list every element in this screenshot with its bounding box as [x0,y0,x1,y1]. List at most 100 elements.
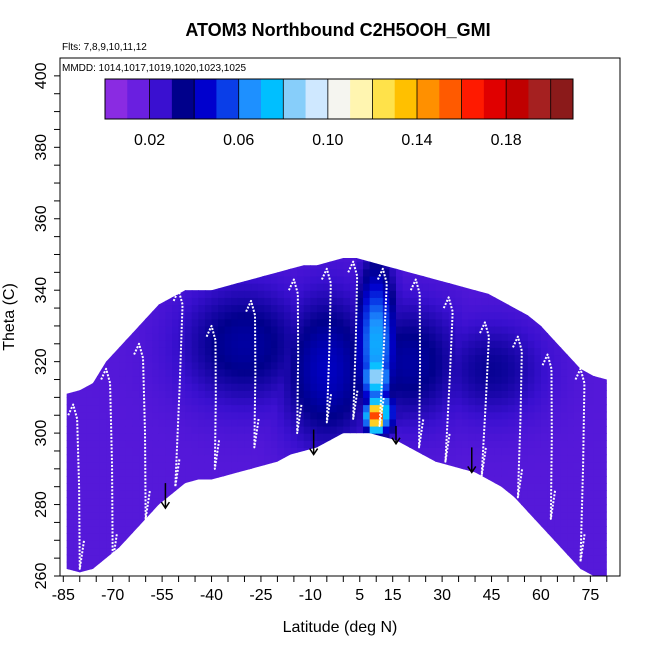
field-cell [66,561,74,570]
field-cell [521,518,529,527]
field-cell [514,497,522,506]
field-cell [376,518,384,527]
field-cell [224,311,232,320]
field-cell [547,283,555,291]
field-cell [284,454,292,463]
field-cell [540,547,549,556]
field-cell [224,261,232,270]
field-cell [514,525,522,534]
field-cell [356,354,364,363]
field-cell [139,397,147,406]
field-cell [224,525,232,534]
y-tick-label: 260 [33,563,50,590]
field-cell [363,361,371,370]
field-cell [231,447,239,456]
field-cell [468,325,476,334]
field-cell [277,540,285,549]
field-cell [514,554,522,563]
field-cell [587,554,595,563]
field-cell [527,325,535,334]
field-cell [389,561,397,570]
field-cell [382,554,391,563]
field-cell [132,340,140,348]
x-tick-label: -55 [151,587,174,604]
field-cell [158,361,167,370]
field-cell [125,297,134,306]
field-cell [508,397,516,406]
field-cell [593,440,601,448]
field-cell [330,461,338,470]
field-cell [349,347,358,356]
field-cell [330,411,338,420]
field-cell [455,518,463,527]
field-cell [376,261,384,270]
field-cell [92,490,101,499]
field-cell [461,361,470,370]
field-cell [251,533,259,541]
field-cell [461,375,470,384]
field-cell [587,383,595,391]
field-cell [330,261,338,270]
field-cell [145,261,153,270]
field-cell [573,490,582,499]
field-cell [145,268,153,277]
field-cell [152,468,160,477]
field-cell [270,318,279,327]
field-cell [369,311,377,320]
field-cell [277,433,285,441]
field-cell [237,540,246,549]
field-cell [204,397,213,406]
field-cell [152,561,160,570]
field-cell [461,468,470,477]
field-cell [481,483,489,491]
field-cell [508,554,516,563]
field-cell [534,325,542,334]
field-cell [514,368,522,377]
field-cell [211,347,219,356]
field-cell [409,468,417,477]
field-cell [376,290,384,298]
field-cell [139,333,147,341]
field-cell [547,390,555,398]
field-cell [152,283,160,291]
field-cell [455,258,463,263]
field-cell [534,258,542,263]
field-cell [521,361,529,370]
field-cell [560,340,568,348]
field-cell [284,361,292,370]
field-cell [435,540,443,549]
field-cell [540,447,549,456]
field-cell [297,568,305,576]
field-cell [521,540,529,549]
field-cell [139,258,147,263]
field-cell [145,440,153,448]
field-cell [86,547,94,556]
field-cell [145,304,153,313]
field-cell [494,518,503,527]
field-cell [237,361,246,370]
field-cell [92,468,101,477]
field-cell [422,497,430,506]
field-cell [257,297,265,306]
field-cell [119,275,127,284]
field-cell [356,297,364,306]
field-cell [66,525,74,534]
field-cell [409,568,417,576]
field-cell [501,511,509,520]
field-cell [343,347,351,356]
field-cell [172,318,180,327]
field-cell [330,340,338,348]
field-cell [152,475,160,484]
field-cell [534,525,542,534]
field-cell [316,454,325,463]
field-cell [382,425,391,434]
field-cell [66,568,74,576]
field-cell [514,390,522,398]
field-cell [488,304,496,313]
field-cell [237,418,246,427]
field-cell [560,468,568,477]
field-cell [224,354,232,363]
field-cell [185,275,193,284]
field-cell [567,390,575,398]
field-cell [172,304,180,313]
